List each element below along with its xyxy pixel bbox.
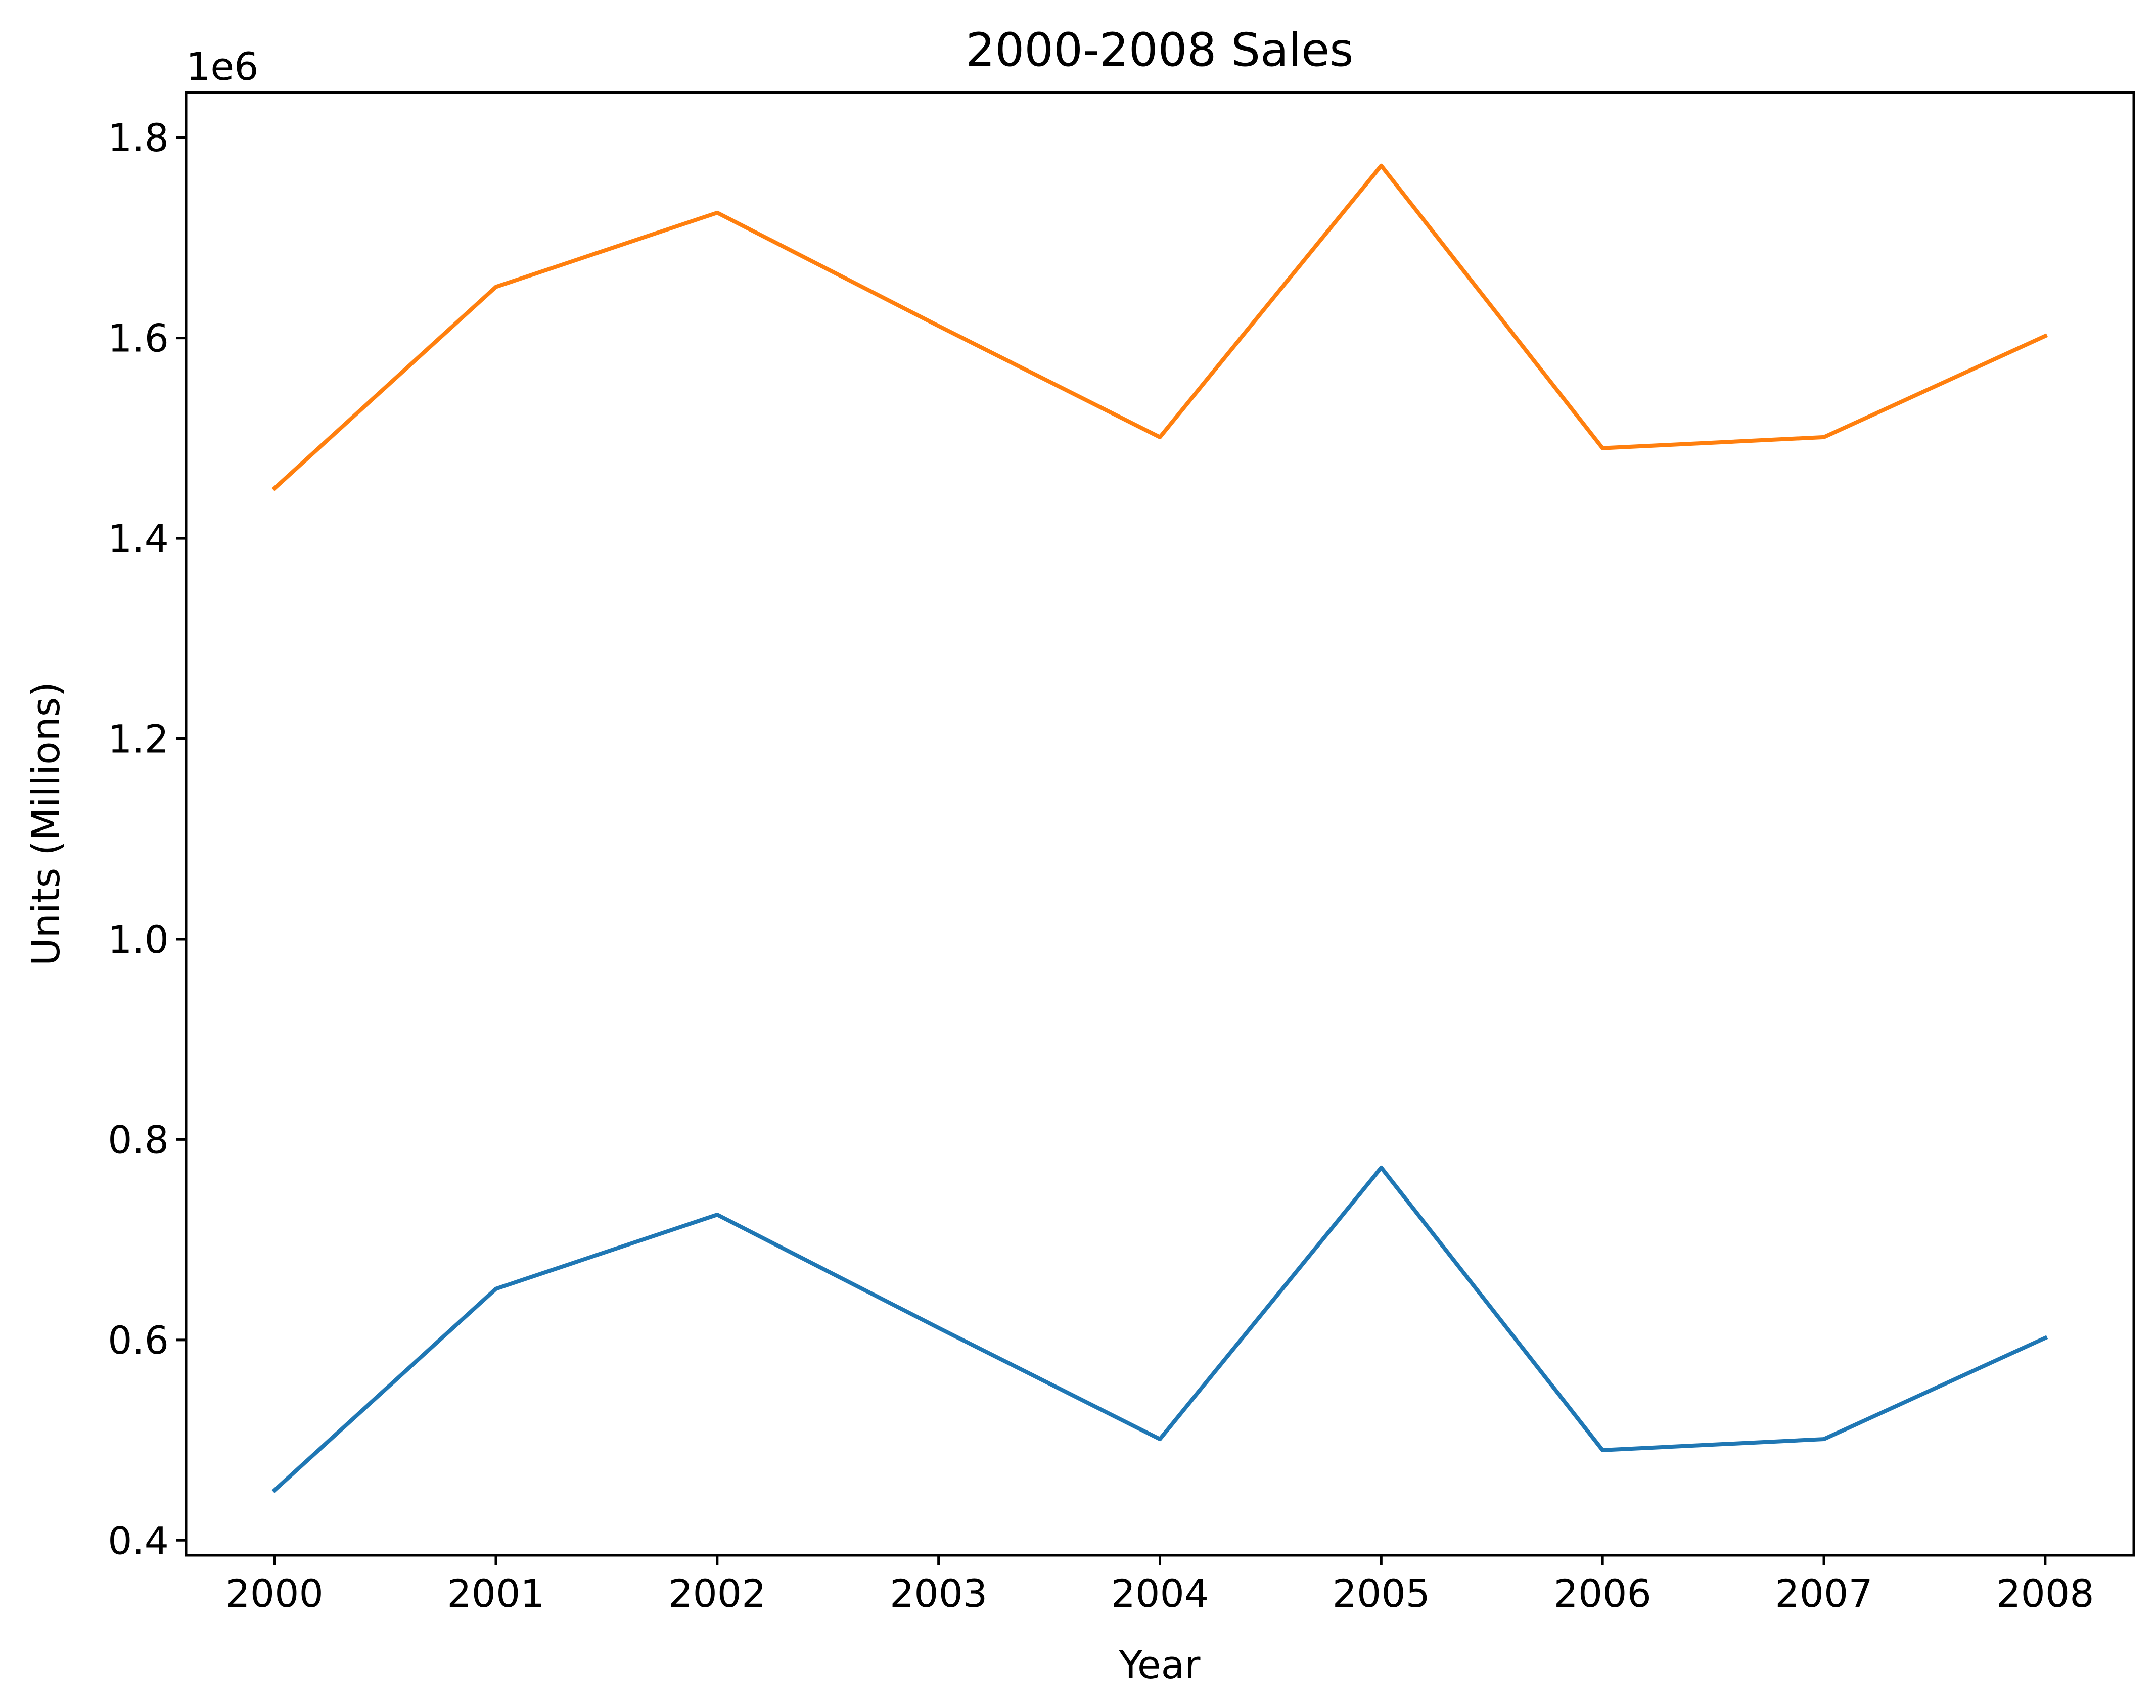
x-axis: 2000 2001 2002 2003 2004 2005 2006 2007 2008 [225, 1555, 2094, 1616]
x-tick-label: 2001 [447, 1571, 544, 1616]
x-tick-label: 2002 [668, 1571, 766, 1616]
y-tick-label: 1.8 [108, 115, 169, 160]
x-tick-label: 2000 [225, 1571, 323, 1616]
y-tick-label: 0.4 [108, 1518, 169, 1563]
x-tick-label: 2005 [1333, 1571, 1430, 1616]
y-axis-offset-label: 1e6 [186, 44, 258, 89]
series-line-1 [271, 1165, 2048, 1493]
y-tick-label: 1.0 [108, 917, 169, 962]
y-tick-label: 1.4 [108, 516, 169, 561]
x-tick-label: 2007 [1775, 1571, 1872, 1616]
x-tick-label: 2006 [1553, 1571, 1651, 1616]
x-tick-label: 2008 [1996, 1571, 2094, 1616]
series-line-2 [271, 163, 2048, 491]
y-tick-label: 0.8 [108, 1117, 169, 1162]
y-tick-label: 0.6 [108, 1318, 169, 1363]
x-tick-label: 2004 [1111, 1571, 1209, 1616]
x-axis-title: Year [1119, 1642, 1201, 1687]
series-layer [271, 163, 2048, 1493]
y-tick-label: 1.2 [108, 717, 169, 762]
y-axis: 0.4 0.6 0.8 1.0 1.2 1.4 1.6 1.8 [108, 115, 186, 1563]
y-tick-label: 1.6 [108, 316, 169, 361]
y-axis-title: Units (Millions) [23, 682, 68, 966]
x-tick-label: 2003 [890, 1571, 987, 1616]
chart-title: 2000-2008 Sales [966, 24, 1353, 77]
